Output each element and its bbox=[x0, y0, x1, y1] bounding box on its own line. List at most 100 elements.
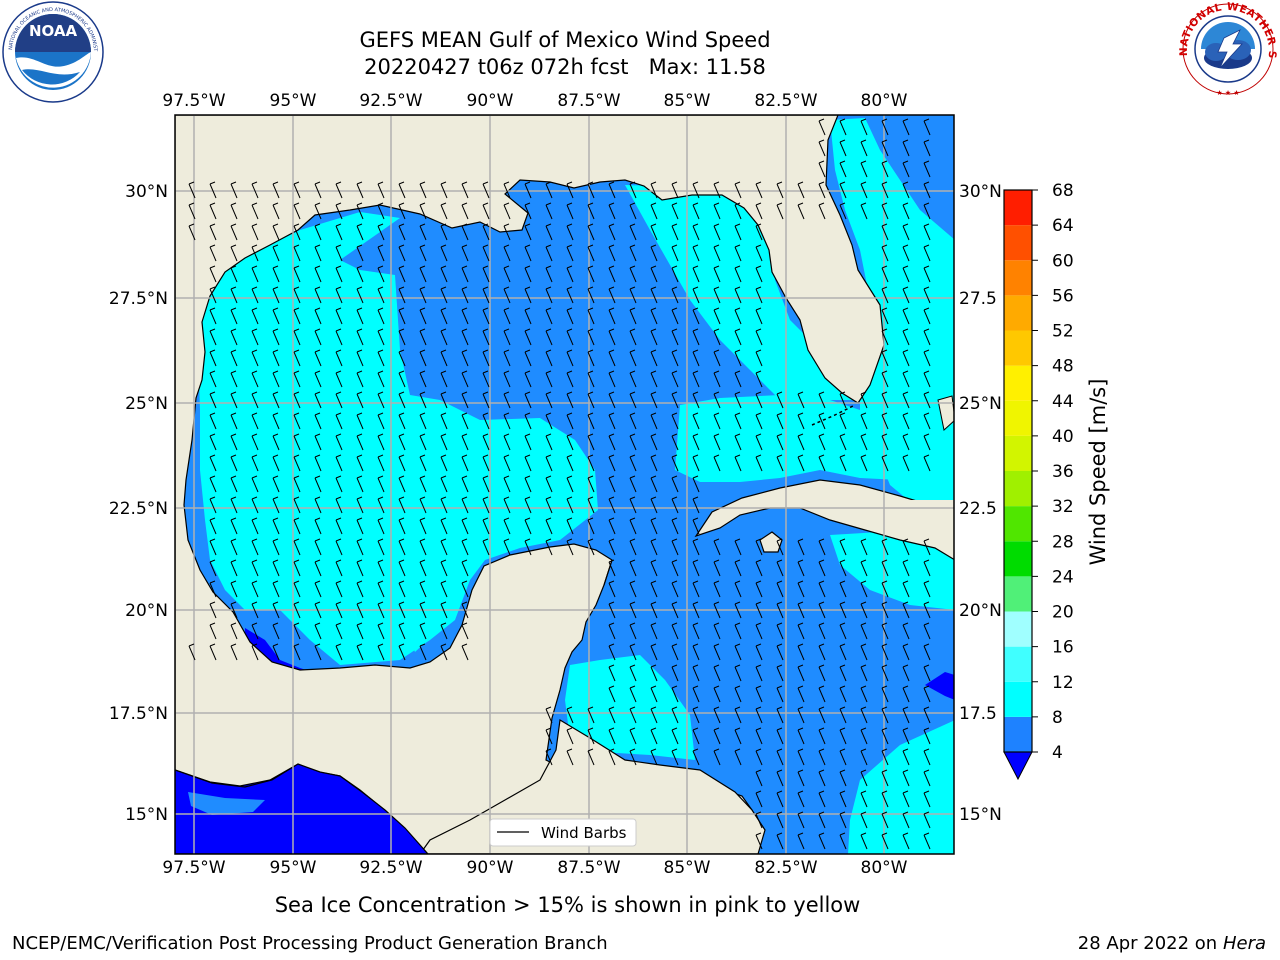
wind-barb bbox=[608, 559, 616, 577]
wind-barb bbox=[524, 538, 532, 556]
wind-barb bbox=[209, 202, 217, 220]
wind-barb bbox=[650, 307, 658, 325]
wind-barb bbox=[629, 706, 637, 724]
wind-barb bbox=[314, 538, 322, 556]
wind-barb bbox=[650, 412, 658, 430]
wind-barb bbox=[629, 475, 637, 493]
wind-barb bbox=[671, 307, 679, 325]
lat-label-right: 22.5 bbox=[959, 499, 997, 519]
wind-barb bbox=[209, 181, 217, 199]
wind-barb bbox=[776, 790, 784, 808]
wind-barb bbox=[230, 412, 238, 430]
colorbar-tick-label: 28 bbox=[1052, 532, 1074, 552]
wind-barb bbox=[818, 559, 826, 577]
wind-barb bbox=[776, 202, 784, 220]
lon-label-bottom: 97.5°W bbox=[162, 858, 225, 878]
map-gridlines bbox=[175, 115, 954, 854]
wind-barb bbox=[797, 685, 805, 703]
wind-barb bbox=[608, 412, 616, 430]
wind-barb bbox=[797, 433, 805, 451]
wind-barb bbox=[650, 622, 658, 640]
wind-barb bbox=[209, 286, 217, 304]
wind-barb bbox=[545, 349, 553, 367]
wind-barb bbox=[608, 601, 616, 619]
wind-barb bbox=[377, 244, 385, 262]
wind-barb bbox=[461, 496, 469, 514]
wind-barb bbox=[335, 391, 343, 409]
wind-barb bbox=[251, 601, 259, 619]
wind-barb bbox=[272, 391, 280, 409]
wind-barb bbox=[440, 433, 448, 451]
credit-text: NCEP/EMC/Verification Post Processing Pr… bbox=[12, 933, 608, 954]
wind-barb bbox=[839, 202, 847, 220]
wind-barb bbox=[293, 370, 301, 388]
wind-barb bbox=[503, 223, 511, 241]
wind-barb bbox=[776, 433, 784, 451]
colorbar-band bbox=[1004, 330, 1032, 366]
wind-barb bbox=[881, 118, 889, 136]
wind-barb bbox=[650, 181, 658, 199]
colorbar-tick-label: 36 bbox=[1052, 462, 1074, 482]
wind-barb bbox=[209, 223, 217, 241]
wind-barb bbox=[734, 307, 742, 325]
map-legend: Wind Barbs bbox=[489, 818, 637, 847]
wind-barb bbox=[923, 307, 931, 325]
wind-barb bbox=[587, 307, 595, 325]
wind-barb bbox=[209, 517, 217, 535]
wind-barb bbox=[419, 580, 427, 598]
wind-barb bbox=[608, 580, 616, 598]
wind-barb bbox=[419, 538, 427, 556]
wind-barb bbox=[923, 265, 931, 283]
wind-barb bbox=[629, 286, 637, 304]
wind-barb bbox=[440, 307, 448, 325]
wind-barb bbox=[902, 580, 910, 598]
wind-barb bbox=[839, 685, 847, 703]
wind-barb bbox=[629, 370, 637, 388]
wind-barb bbox=[776, 538, 784, 556]
nws-stars: ★ ★ ★ bbox=[1216, 89, 1239, 97]
lon-label-bottom: 82.5°W bbox=[754, 858, 817, 878]
wind-barb bbox=[482, 223, 490, 241]
wind-barb bbox=[209, 559, 217, 577]
wind-barb bbox=[545, 454, 553, 472]
wind-barb bbox=[713, 223, 721, 241]
wind-barb bbox=[881, 580, 889, 598]
wind-barb bbox=[377, 223, 385, 241]
wind-barb bbox=[713, 391, 721, 409]
wind-barb bbox=[818, 160, 826, 178]
wind-barb bbox=[230, 517, 238, 535]
lat-label-left: 15°N bbox=[125, 805, 168, 825]
date-stamp: 28 Apr 2022 on Hera bbox=[1078, 934, 1266, 954]
wind-barb bbox=[566, 265, 574, 283]
wind-barb bbox=[251, 244, 259, 262]
wind-barb bbox=[209, 391, 217, 409]
wind-barb bbox=[440, 559, 448, 577]
wind-barb bbox=[629, 181, 637, 199]
wind-barb bbox=[251, 286, 259, 304]
wind-barb bbox=[314, 580, 322, 598]
wind-barb bbox=[230, 391, 238, 409]
wind-barb bbox=[314, 202, 322, 220]
wind-barb bbox=[902, 769, 910, 787]
wind-barb bbox=[587, 286, 595, 304]
wind-barb bbox=[482, 433, 490, 451]
wind-barb bbox=[839, 769, 847, 787]
wind-barb bbox=[587, 370, 595, 388]
wind-barb bbox=[692, 622, 700, 640]
wind-barb bbox=[902, 223, 910, 241]
wind-barb bbox=[230, 265, 238, 283]
wind-barb bbox=[902, 349, 910, 367]
wind-barb bbox=[692, 265, 700, 283]
wind-barb bbox=[440, 181, 448, 199]
wind-barb bbox=[482, 496, 490, 514]
wind-barb bbox=[335, 349, 343, 367]
wind-barb bbox=[797, 643, 805, 661]
wind-barb bbox=[377, 370, 385, 388]
lon-label-bottom: 92.5°W bbox=[359, 858, 422, 878]
wind-barb bbox=[482, 370, 490, 388]
wind-barb bbox=[419, 622, 427, 640]
wind-barb bbox=[839, 181, 847, 199]
colorbar-tick-label: 16 bbox=[1052, 638, 1074, 658]
wind-barb bbox=[251, 202, 259, 220]
wind-barb bbox=[482, 328, 490, 346]
